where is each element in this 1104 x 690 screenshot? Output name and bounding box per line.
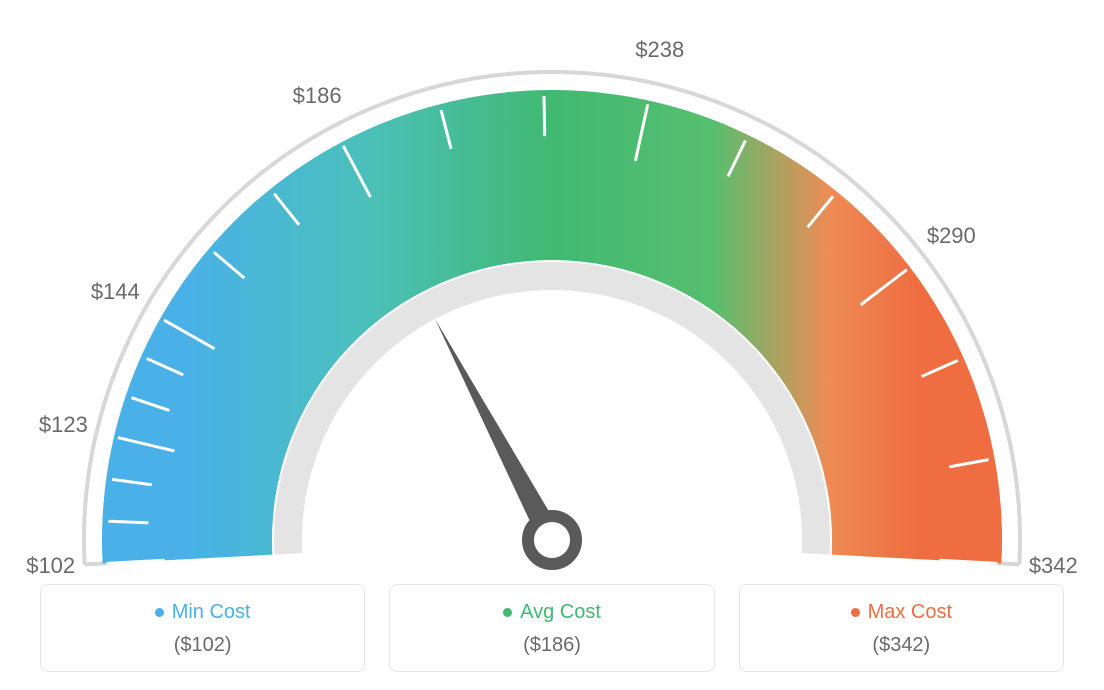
tick-label: $123 <box>39 412 88 438</box>
tick-label: $238 <box>635 37 684 63</box>
legend-label-avg: Avg Cost <box>520 601 601 624</box>
legend-value-avg: ($186) <box>400 634 703 657</box>
legend-value-min: ($102) <box>51 634 354 657</box>
gauge-svg <box>0 0 1104 575</box>
legend-card-max: Max Cost ($342) <box>739 584 1064 672</box>
tick-label: $342 <box>1029 553 1078 579</box>
dot-icon-max <box>851 608 860 617</box>
dot-icon-min <box>155 608 164 617</box>
gauge-band <box>102 90 1002 564</box>
legend-label-max: Max Cost <box>868 601 952 624</box>
tick-label: $290 <box>927 223 976 249</box>
legend-value-max: ($342) <box>750 634 1053 657</box>
tick-label: $144 <box>91 279 140 305</box>
legend-label-min: Min Cost <box>172 601 251 624</box>
dot-icon-avg <box>503 608 512 617</box>
legend-title-min: Min Cost <box>155 601 251 624</box>
tick-label: $186 <box>293 83 342 109</box>
gauge-area: $102$123$144$186$238$290$342 <box>0 0 1104 575</box>
needle-hub <box>528 516 576 564</box>
gauge-chart-container: $102 $123 $144 $186 $238 $290 $342 Min Cost ($… <box>0 0 1104 690</box>
tick-label: $102 <box>26 553 75 579</box>
legend-row: Min Cost ($102) Avg Cost ($186) Max Cost… <box>40 584 1064 672</box>
minor-tick <box>108 521 148 523</box>
legend-card-min: Min Cost ($102) <box>40 584 365 672</box>
minor-tick <box>544 96 545 136</box>
legend-card-avg: Avg Cost ($186) <box>389 584 714 672</box>
legend-title-max: Max Cost <box>851 601 952 624</box>
legend-title-avg: Avg Cost <box>503 601 601 624</box>
